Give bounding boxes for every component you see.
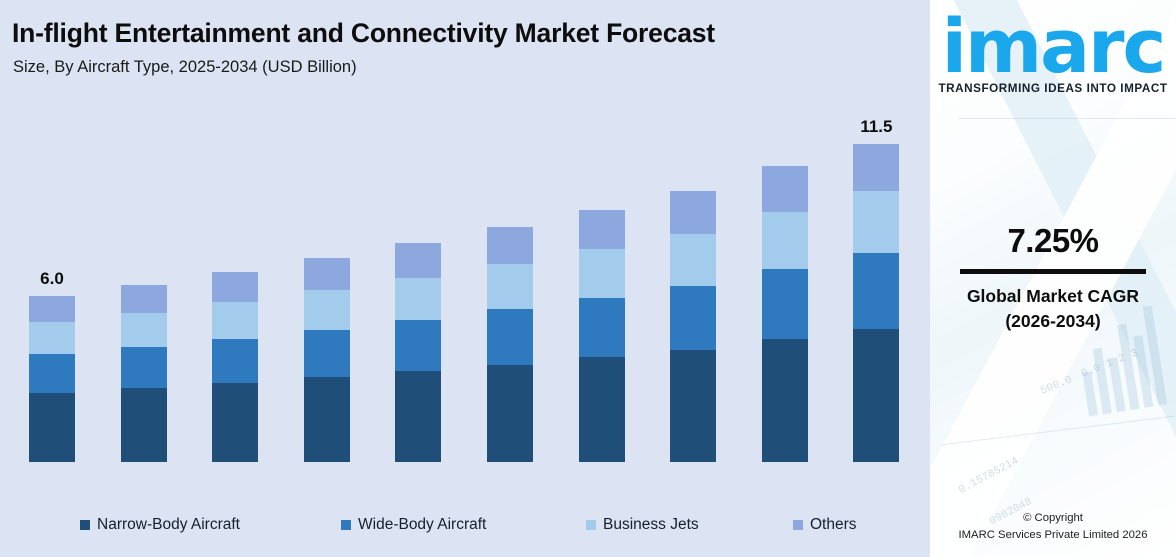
panel-background-image [930, 0, 1176, 557]
copyright-line-2: IMARC Services Private Limited 2026 [958, 529, 1148, 542]
copyright-notice: © Copyright IMARC Services Private Limit… [930, 510, 1176, 544]
bar-stack[interactable] [120, 285, 167, 462]
bar-segment[interactable] [303, 258, 350, 291]
bar-segment[interactable] [761, 165, 808, 213]
cagr-caption-primary: Global Market CAGR [966, 286, 1140, 306]
bar-segment[interactable] [29, 392, 75, 462]
bar-segment[interactable] [212, 338, 259, 384]
bar-segment[interactable] [487, 227, 533, 265]
decor-line [958, 118, 1176, 119]
legend-swatch-icon [80, 520, 90, 530]
bar-segment[interactable] [395, 371, 442, 462]
bar-segment[interactable] [578, 209, 625, 250]
bar-segment[interactable] [120, 346, 167, 389]
legend-swatch-icon [793, 520, 803, 530]
cagr-divider [960, 269, 1146, 274]
page-title: In-flight Entertainment and Connectivity… [12, 18, 715, 48]
bar-stack[interactable] [578, 209, 625, 462]
bar-segment[interactable] [395, 243, 442, 278]
bar-stack[interactable] [670, 191, 717, 462]
bar-segment[interactable] [578, 249, 625, 299]
cagr-block: 7.25% Global Market CAGR (2026-2034) [930, 222, 1176, 334]
bar-segment[interactable] [578, 357, 625, 462]
bar-stack[interactable]: 6.0 [29, 269, 75, 462]
bar-stack[interactable] [395, 243, 442, 462]
bar-segment[interactable] [761, 212, 808, 270]
legend-label: Wide-Body Aircraft [358, 516, 487, 533]
bar-stack[interactable]: 11.5 [853, 117, 900, 462]
cagr-value: 7.25% [1007, 222, 1099, 259]
bar-value-label: 11.5 [860, 117, 893, 137]
bar-segment[interactable] [212, 302, 259, 339]
bar-segment[interactable] [853, 253, 900, 330]
legend-item[interactable]: Wide-Body Aircraft [341, 516, 486, 534]
legend-label: Others [810, 516, 857, 533]
bar-segment[interactable] [29, 322, 75, 355]
imarc-logo: imarc TRANSFORMING IDEAS INTO IMPACT [930, 4, 1176, 108]
logo-tagline: TRANSFORMING IDEAS INTO IMPACT [938, 82, 1168, 95]
bar-segment[interactable] [761, 339, 808, 462]
chart-subtitle: Size, By Aircraft Type, 2025-2034 (USD B… [13, 58, 357, 76]
bar-segment[interactable] [487, 364, 533, 462]
bar-stack[interactable] [303, 258, 350, 462]
bar-segment[interactable] [303, 329, 350, 378]
bar-segment[interactable] [853, 329, 900, 462]
cagr-caption-period: (2026-2034) [1005, 310, 1101, 331]
legend-item[interactable]: Business Jets [586, 516, 699, 534]
copyright-line-1: © Copyright [1023, 512, 1083, 525]
bar-segment[interactable] [303, 290, 350, 330]
legend-label: Narrow-Body Aircraft [97, 516, 240, 533]
bar-segment[interactable] [670, 191, 717, 234]
bar-segment[interactable] [395, 277, 442, 320]
bar-segment[interactable] [395, 319, 442, 372]
bar-segment[interactable] [29, 296, 75, 323]
bar-segment[interactable] [120, 388, 167, 462]
plot-area: 6.011.5 20252026202720282029203020312032… [0, 100, 930, 462]
logo-wordmark: imarc [941, 4, 1167, 90]
bar-segment[interactable] [212, 383, 259, 462]
bar-segment[interactable] [212, 272, 259, 303]
bar-segment[interactable] [670, 285, 717, 350]
bar-stack[interactable] [487, 227, 533, 462]
chart-panel: In-flight Entertainment and Connectivity… [0, 18, 930, 546]
bar-segment[interactable] [578, 298, 625, 358]
bar-segment[interactable] [761, 269, 808, 340]
bar-segment[interactable] [120, 312, 167, 347]
bar-value-label: 6.0 [40, 269, 64, 289]
bar-segment[interactable] [670, 233, 717, 286]
legend-label: Business Jets [603, 516, 699, 533]
chart-legend: Narrow-Body Aircraft Wide-Body Aircraft Bu… [0, 516, 930, 546]
bar-segment[interactable] [29, 354, 75, 393]
bar-segment[interactable] [303, 377, 350, 462]
bar-stack[interactable] [761, 165, 808, 462]
legend-item[interactable]: Narrow-Body Aircraft [80, 516, 240, 534]
legend-item[interactable]: Others [793, 516, 857, 534]
bar-segment[interactable] [487, 309, 533, 365]
bar-segment[interactable] [120, 285, 167, 313]
legend-swatch-icon [586, 520, 596, 530]
bar-segment[interactable] [853, 144, 900, 192]
bar-stack[interactable] [212, 272, 259, 462]
legend-swatch-icon [341, 520, 351, 530]
brand-panel: 0.15785214 0982048 500.0 0.0 1 2 3 imarc… [930, 0, 1176, 557]
bar-segment[interactable] [853, 191, 900, 254]
bar-segment[interactable] [670, 349, 717, 462]
bar-segment[interactable] [487, 264, 533, 310]
